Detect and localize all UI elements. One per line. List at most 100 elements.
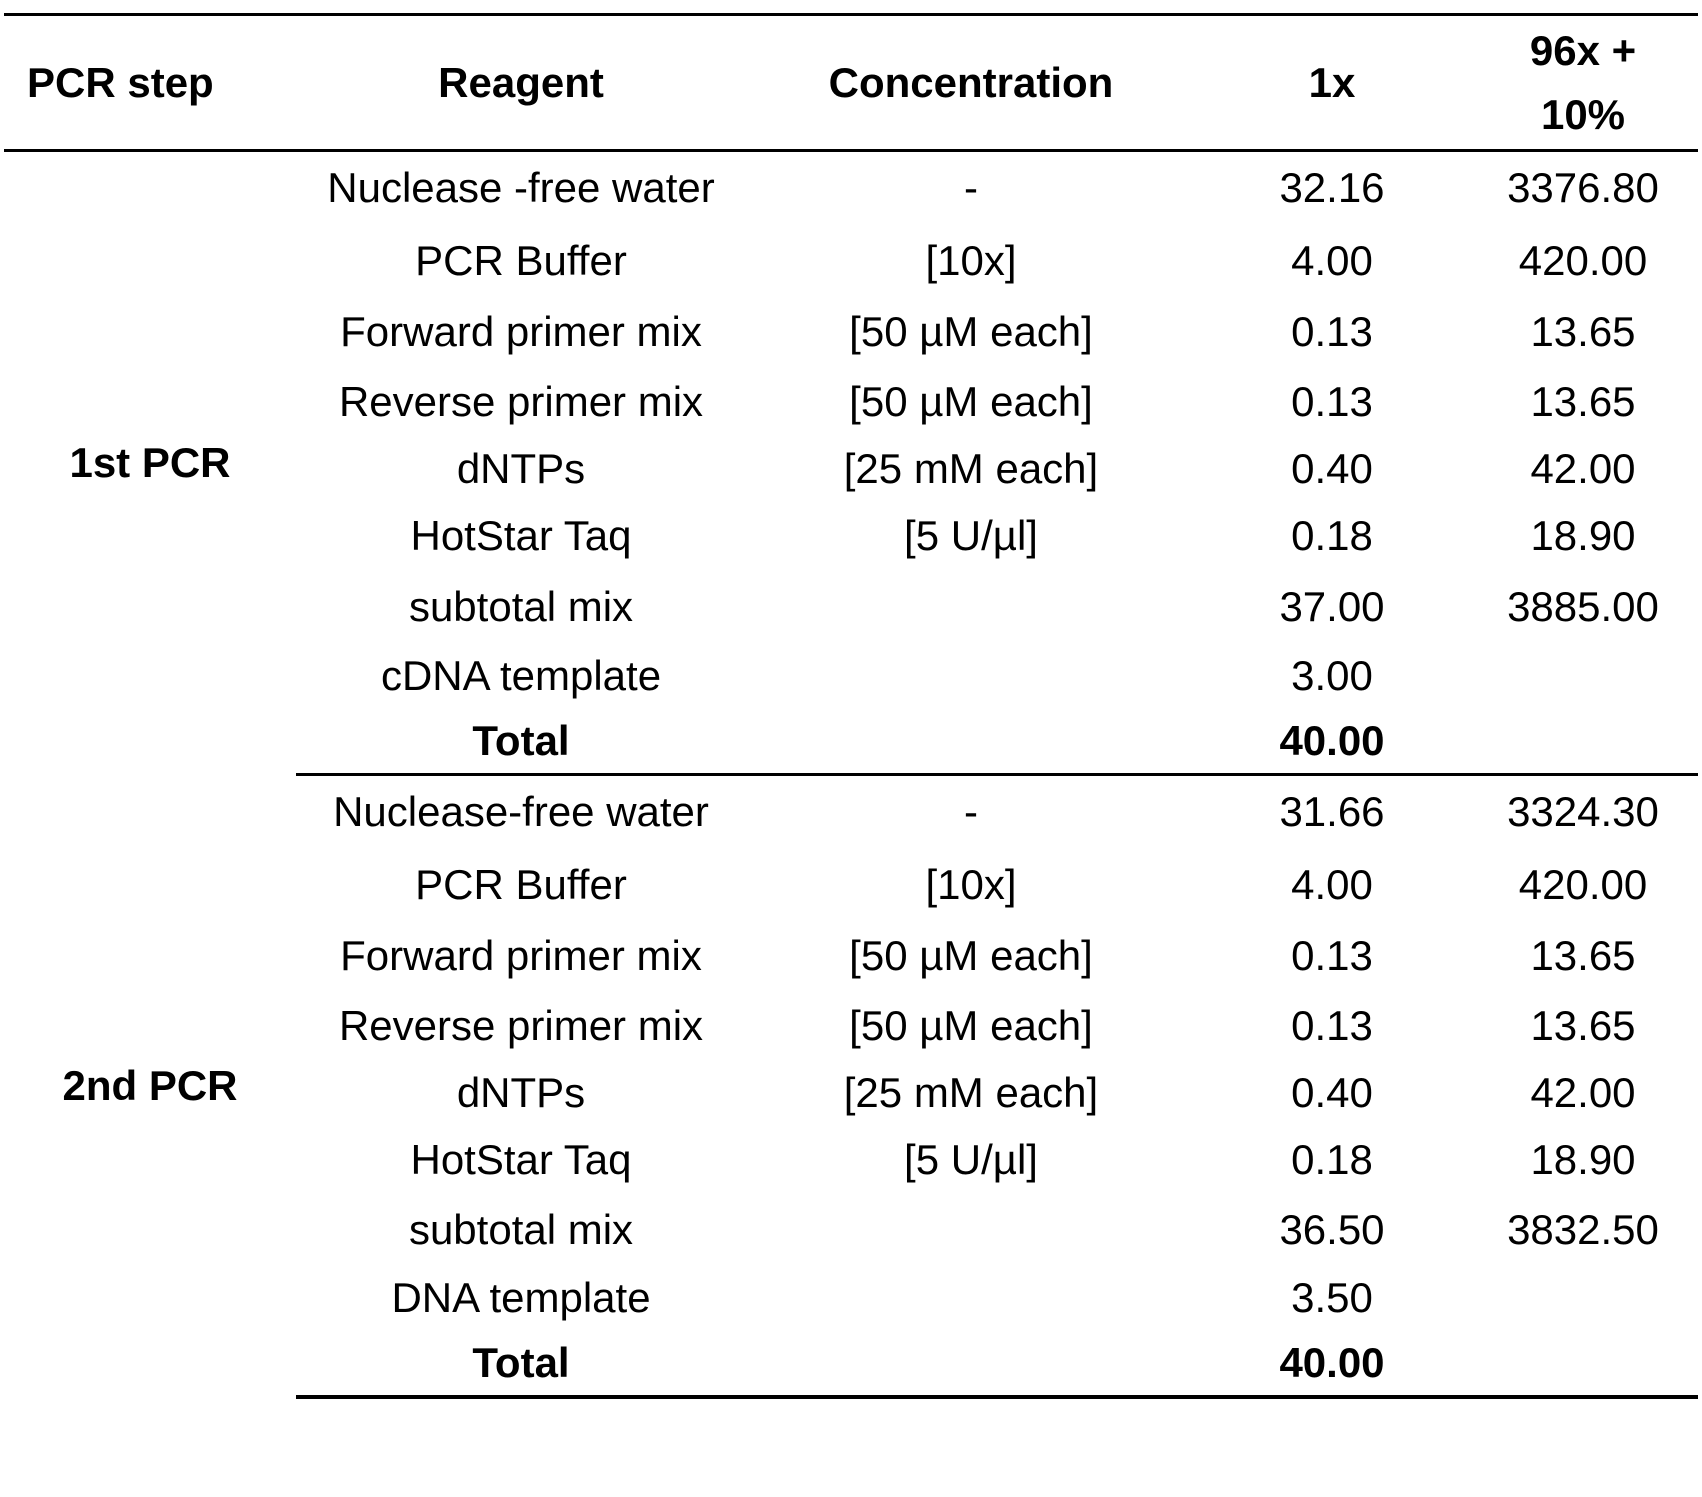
volume-96x-cell: 18.90 xyxy=(1530,1135,1636,1183)
reagent-cell: HotStar Taq xyxy=(410,511,632,559)
volume-96x-cell: 42.00 xyxy=(1530,444,1636,492)
header-1x: 1x xyxy=(1196,13,1468,152)
reagent-cell: HotStar Taq xyxy=(410,1135,632,1183)
table-header: PCR step Reagent Concentration 1x 96x + … xyxy=(4,13,1698,152)
volume-96x-cell: 42.00 xyxy=(1530,1068,1636,1116)
table-row: Forward primer mix [50 µM each] 0.13 13.65 xyxy=(4,297,1698,367)
volume-1x-cell: 36.50 xyxy=(1279,1205,1385,1253)
table-row: subtotal mix 37.00 3885.00 xyxy=(4,571,1698,643)
concentration-cell: [25 mM each] xyxy=(843,444,1099,492)
volume-1x-cell: 0.13 xyxy=(1291,931,1373,979)
volume-96x-cell xyxy=(1468,643,1698,709)
header-96x-line2: 10% xyxy=(1540,90,1626,138)
volume-1x-cell: 4.00 xyxy=(1291,236,1373,284)
section-1st-pcr: 1st PCR Nuclease -free water - 32.16 3376.80… xyxy=(4,151,1698,776)
volume-96x-cell: 420.00 xyxy=(1518,860,1648,908)
table-row: HotStar Taq [5 U/µl] 0.18 18.90 xyxy=(4,1125,1698,1195)
table-row: DNA template 3.50 xyxy=(4,1265,1698,1331)
volume-1x-cell: 40.00 xyxy=(1196,1330,1468,1399)
reagent-cell: cDNA template xyxy=(380,651,662,699)
concentration-cell xyxy=(746,1195,1196,1265)
table-row: Forward primer mix [50 µM each] 0.13 13.65 xyxy=(4,921,1698,991)
reagent-cell: Nuclease -free water xyxy=(327,164,715,212)
concentration-cell xyxy=(746,708,1196,776)
table-row: PCR Buffer [10x] 4.00 420.00 xyxy=(4,225,1698,297)
table-row: Reverse primer mix [50 µM each] 0.13 13.65 xyxy=(4,367,1698,437)
table-row: 2nd PCR Nuclease-free water - 31.66 3324.30 xyxy=(4,775,1698,1108)
pcr-step-label: 1st PCR xyxy=(69,439,231,487)
volume-1x-cell: 0.18 xyxy=(1291,511,1373,559)
concentration-cell: [5 U/µl] xyxy=(904,511,1038,559)
concentration-cell: - xyxy=(964,164,978,212)
table-row: PCR Buffer [10x] 4.00 420.00 xyxy=(4,849,1698,921)
volume-96x-cell: 13.65 xyxy=(1530,307,1636,355)
reagent-cell: Reverse primer mix xyxy=(338,1001,704,1049)
pcr-step-label: 2nd PCR xyxy=(62,1061,238,1109)
concentration-cell xyxy=(746,571,1196,643)
volume-96x-cell: 3885.00 xyxy=(1507,582,1659,630)
pcr-table-container: PCR step Reagent Concentration 1x 96x + … xyxy=(4,13,1698,1399)
concentration-cell: [5 U/µl] xyxy=(904,1135,1038,1183)
concentration-cell xyxy=(746,1330,1196,1399)
header-pcr-step: PCR step xyxy=(4,13,296,152)
volume-1x-cell: 40.00 xyxy=(1196,708,1468,776)
reagent-cell: Nuclease-free water xyxy=(333,788,709,836)
concentration-cell: [50 µM each] xyxy=(849,307,1093,355)
volume-1x-cell: 0.18 xyxy=(1291,1135,1373,1183)
volume-96x-cell xyxy=(1468,1330,1698,1399)
reagent-cell: DNA template xyxy=(391,1273,651,1321)
volume-1x-cell: 3.50 xyxy=(1291,1273,1373,1321)
pcr-step-cell: 2nd PCR xyxy=(4,775,296,1397)
reagent-cell: Total xyxy=(296,1330,746,1399)
header-concentration: Concentration xyxy=(746,13,1196,152)
volume-96x-cell xyxy=(1468,1265,1698,1331)
volume-1x-cell: 32.16 xyxy=(1279,164,1385,212)
reagent-cell: PCR Buffer xyxy=(415,860,627,908)
concentration-cell: [50 µM each] xyxy=(849,1001,1093,1049)
table-row: Total 40.00 xyxy=(4,1330,1698,1399)
concentration-cell: [10x] xyxy=(925,860,1017,908)
reagent-cell: Forward primer mix xyxy=(340,307,702,355)
reagent-cell: dNTPs xyxy=(456,1068,586,1116)
volume-96x-cell: 3832.50 xyxy=(1507,1205,1659,1253)
reagent-cell: dNTPs xyxy=(456,444,586,492)
table-row: HotStar Taq [5 U/µl] 0.18 18.90 xyxy=(4,501,1698,571)
volume-1x-cell: 0.13 xyxy=(1291,307,1373,355)
pcr-step-cell: 1st PCR xyxy=(4,151,296,775)
concentration-cell: [50 µM each] xyxy=(849,377,1093,425)
concentration-cell: - xyxy=(964,788,978,836)
volume-1x-cell: 3.00 xyxy=(1291,651,1373,699)
volume-96x-cell: 13.65 xyxy=(1530,377,1636,425)
pcr-reagent-table: PCR step Reagent Concentration 1x 96x + … xyxy=(4,13,1698,1399)
table-row: subtotal mix 36.50 3832.50 xyxy=(4,1195,1698,1265)
volume-1x-cell: 0.13 xyxy=(1291,377,1373,425)
concentration-cell xyxy=(746,643,1196,709)
section-2nd-pcr: 2nd PCR Nuclease-free water -31.66 3324.30 … xyxy=(4,775,1698,1399)
table-row: Reverse primer mix [50 µM each] 0.13 13.65 xyxy=(4,991,1698,1061)
volume-1x-cell: 37.00 xyxy=(1279,582,1385,630)
volume-1x-cell: 0.40 xyxy=(1291,444,1373,492)
concentration-cell: [50 µM each] xyxy=(849,931,1093,979)
volume-96x-cell: 18.90 xyxy=(1530,511,1636,559)
reagent-cell: Total xyxy=(296,708,746,776)
volume-96x-cell: 3324.30 xyxy=(1507,788,1659,836)
reagent-cell: Forward primer mix xyxy=(340,931,702,979)
table-row: dNTPs [25 mM each] 0.40 42.00 xyxy=(4,1061,1698,1125)
volume-1x-cell: 0.13 xyxy=(1291,1001,1373,1049)
table-row: dNTPs [25 mM each] 0.40 42.00 xyxy=(4,437,1698,501)
table-row: 1st PCR Nuclease -free water - 32.16 3376.80 xyxy=(4,151,1698,486)
header-96x-plus-10pct: 96x + 10% xyxy=(1468,13,1698,152)
volume-96x-cell: 13.65 xyxy=(1530,1001,1636,1049)
reagent-cell: subtotal mix xyxy=(408,1205,634,1253)
concentration-cell: [10x] xyxy=(925,236,1017,284)
volume-1x-cell: 31.66 xyxy=(1279,788,1385,836)
table-row: cDNA template 3.00 xyxy=(4,643,1698,709)
concentration-cell xyxy=(746,1265,1196,1331)
table-row: Total 40.00 xyxy=(4,708,1698,776)
concentration-cell: [25 mM each] xyxy=(843,1068,1099,1116)
volume-96x-cell xyxy=(1468,708,1698,776)
volume-96x-cell: 3376.80 xyxy=(1507,164,1659,212)
reagent-cell: PCR Buffer xyxy=(415,236,627,284)
volume-96x-cell: 420.00 xyxy=(1518,236,1648,284)
reagent-cell: subtotal mix xyxy=(408,582,634,630)
